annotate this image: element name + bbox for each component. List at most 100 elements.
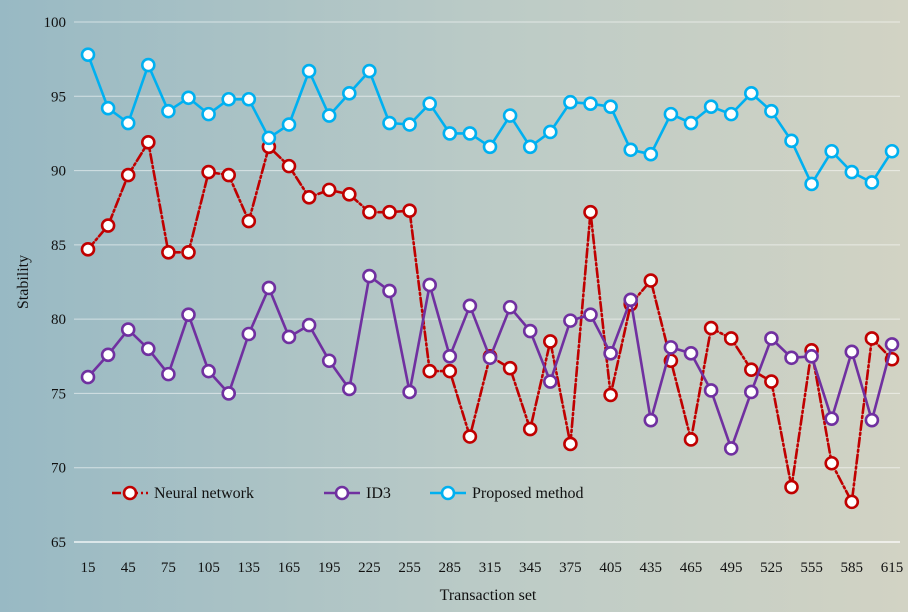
- series-layer: [80, 47, 900, 510]
- data-point-id3: [864, 412, 880, 428]
- data-point-proposed-method: [221, 91, 236, 107]
- legend: Neural network ID3 Proposed method: [112, 485, 584, 502]
- data-point-proposed-method: [583, 96, 598, 112]
- data-point-proposed-method: [161, 103, 176, 119]
- data-point-neural-network: [502, 360, 518, 376]
- data-point-id3: [703, 383, 719, 398]
- x-tick-label: 45: [121, 560, 136, 576]
- data-point-neural-network: [844, 494, 860, 510]
- x-tick-label: 255: [398, 560, 421, 576]
- data-point-neural-network: [402, 203, 417, 218]
- x-tick-label: 585: [841, 560, 864, 576]
- x-tick-label: 15: [81, 560, 96, 576]
- data-point-proposed-method: [522, 139, 538, 155]
- x-tick-label: 435: [640, 560, 663, 576]
- data-point-neural-network: [221, 167, 236, 183]
- data-point-neural-network: [864, 331, 880, 346]
- data-point-proposed-method: [362, 63, 377, 79]
- data-point-proposed-method: [623, 142, 639, 158]
- data-point-proposed-method: [804, 176, 819, 192]
- data-point-proposed-method: [482, 139, 498, 155]
- y-tick-label: 70: [51, 461, 66, 477]
- data-point-neural-network: [583, 204, 598, 220]
- data-point-proposed-method: [80, 47, 96, 62]
- data-point-id3: [603, 346, 618, 361]
- x-tick-label: 615: [881, 560, 904, 576]
- data-point-proposed-method: [341, 86, 357, 101]
- x-tick-label: 75: [161, 560, 176, 576]
- x-tick-label: 375: [559, 560, 582, 576]
- data-point-proposed-method: [261, 130, 277, 146]
- data-point-neural-network: [341, 187, 357, 202]
- data-point-id3: [502, 299, 518, 315]
- data-point-proposed-method: [181, 90, 196, 106]
- data-point-id3: [784, 350, 799, 366]
- data-point-neural-network: [462, 429, 478, 444]
- data-point-proposed-method: [100, 100, 116, 116]
- x-tick-label: 195: [318, 560, 341, 576]
- data-point-proposed-method: [120, 115, 136, 131]
- data-point-proposed-method: [442, 126, 458, 141]
- series-line-neural-network: [86, 141, 894, 504]
- data-point-proposed-method: [563, 94, 578, 110]
- data-point-id3: [201, 363, 216, 379]
- data-point-neural-network: [281, 158, 297, 174]
- data-point-id3: [261, 280, 277, 296]
- data-point-id3: [462, 298, 478, 314]
- data-point-proposed-method: [663, 106, 679, 122]
- x-tick-label: 165: [278, 560, 301, 576]
- x-tick-label: 465: [680, 560, 703, 576]
- data-point-neural-network: [743, 362, 759, 377]
- data-point-proposed-method: [241, 91, 257, 107]
- data-point-id3: [563, 313, 578, 328]
- legend-swatch-marker-neural-network: [122, 485, 138, 501]
- data-point-neural-network: [321, 182, 337, 198]
- data-point-proposed-method: [301, 63, 317, 79]
- data-point-neural-network: [241, 213, 257, 229]
- data-point-id3: [743, 384, 759, 400]
- data-point-id3: [482, 350, 498, 366]
- y-tick-label: 90: [51, 164, 66, 180]
- data-point-neural-network: [764, 374, 779, 389]
- data-point-id3: [583, 307, 598, 322]
- grid-layer: [74, 21, 900, 543]
- data-point-id3: [120, 322, 136, 337]
- x-tick-label: 105: [197, 560, 220, 576]
- x-tick-label: 285: [439, 560, 462, 576]
- data-point-proposed-method: [321, 108, 337, 123]
- data-point-proposed-method: [201, 106, 216, 122]
- data-point-proposed-method: [884, 143, 900, 159]
- x-tick-label: 555: [800, 560, 823, 576]
- data-point-neural-network: [362, 204, 377, 220]
- data-point-id3: [301, 317, 317, 333]
- data-point-proposed-method: [422, 96, 438, 112]
- data-point-proposed-method: [402, 117, 417, 132]
- data-point-id3: [382, 283, 397, 299]
- x-axis-title: Transaction set: [440, 587, 537, 604]
- data-point-id3: [542, 374, 558, 389]
- data-point-proposed-method: [764, 103, 779, 119]
- data-point-proposed-method: [462, 126, 478, 141]
- data-point-proposed-method: [723, 106, 739, 122]
- data-point-neural-network: [723, 331, 739, 346]
- data-point-neural-network: [80, 242, 96, 257]
- data-point-neural-network: [643, 273, 659, 288]
- data-point-id3: [321, 353, 337, 369]
- data-point-id3: [663, 340, 679, 355]
- data-point-id3: [764, 331, 779, 346]
- data-point-neural-network: [141, 135, 156, 150]
- data-point-id3: [161, 366, 176, 382]
- data-point-neural-network: [522, 421, 538, 437]
- y-tick-label: 75: [51, 386, 66, 402]
- data-point-id3: [80, 369, 96, 385]
- data-point-neural-network: [603, 387, 618, 403]
- data-point-proposed-method: [643, 146, 659, 162]
- data-point-neural-network: [824, 455, 840, 471]
- data-point-neural-network: [382, 204, 397, 220]
- data-point-neural-network: [442, 363, 458, 379]
- data-point-id3: [181, 307, 196, 322]
- data-point-id3: [643, 412, 659, 428]
- data-point-id3: [221, 386, 236, 401]
- data-point-neural-network: [100, 218, 116, 233]
- legend-swatch-marker-proposed-method: [440, 485, 456, 501]
